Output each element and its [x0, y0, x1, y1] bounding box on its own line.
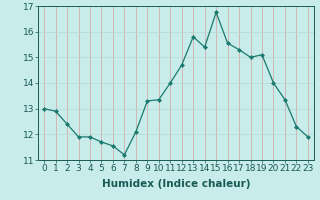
- X-axis label: Humidex (Indice chaleur): Humidex (Indice chaleur): [102, 179, 250, 189]
